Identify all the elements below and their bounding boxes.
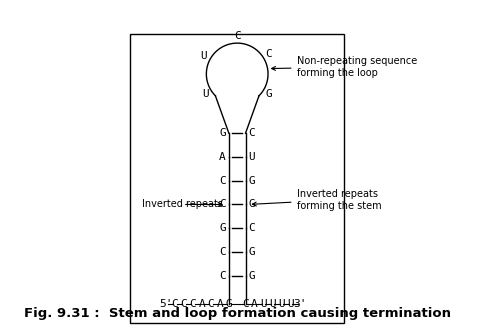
Text: C: C <box>242 299 249 309</box>
Text: G: G <box>266 89 272 99</box>
Text: Non-repeating sequence
forming the loop: Non-repeating sequence forming the loop <box>272 56 417 78</box>
Text: Fig. 9.31 :  Stem and loop formation causing termination: Fig. 9.31 : Stem and loop formation caus… <box>24 307 451 320</box>
Text: C: C <box>266 49 272 59</box>
Text: G: G <box>249 271 255 281</box>
Text: U: U <box>269 299 276 309</box>
Text: G: G <box>219 128 226 138</box>
Text: U: U <box>287 299 294 309</box>
Text: C: C <box>249 223 255 233</box>
Text: G: G <box>249 247 255 257</box>
Text: A: A <box>198 299 205 309</box>
Text: A: A <box>219 152 226 162</box>
Text: U: U <box>249 152 255 162</box>
Text: G: G <box>219 223 226 233</box>
Text: C: C <box>219 247 226 257</box>
Text: C: C <box>172 299 178 309</box>
Text: C: C <box>219 271 226 281</box>
Text: C: C <box>249 128 255 138</box>
Text: C: C <box>180 299 187 309</box>
Text: 3': 3' <box>293 299 306 309</box>
Text: 5': 5' <box>159 299 173 309</box>
Text: G: G <box>249 199 255 209</box>
Text: Inverted repeats: Inverted repeats <box>142 199 223 209</box>
Text: A: A <box>217 299 223 309</box>
Text: G: G <box>226 299 232 309</box>
Text: U: U <box>260 299 267 309</box>
Text: U: U <box>201 51 207 61</box>
Text: U: U <box>278 299 285 309</box>
Text: G: G <box>249 176 255 186</box>
Text: A: A <box>251 299 258 309</box>
Text: C: C <box>219 176 226 186</box>
Text: C: C <box>189 299 196 309</box>
Text: C: C <box>219 199 226 209</box>
Text: C: C <box>207 299 214 309</box>
Text: U: U <box>202 89 209 99</box>
Text: C: C <box>234 32 240 42</box>
Text: Inverted repeats
forming the stem: Inverted repeats forming the stem <box>252 189 381 210</box>
